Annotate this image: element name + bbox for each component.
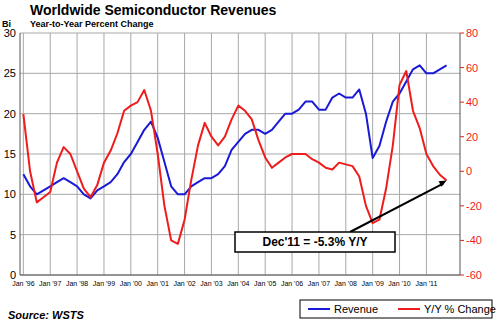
grid-line-x — [50, 33, 51, 275]
x-tick-label: Jan '06 — [281, 280, 303, 287]
y2-tick-label: -40 — [466, 234, 482, 246]
x-tick-label: Jan '04 — [227, 280, 249, 287]
y-tick-label: 25 — [4, 67, 16, 79]
x-tick-label: Jan '08 — [335, 280, 357, 287]
annotation-arrow — [350, 183, 444, 232]
y2-tick — [460, 240, 464, 241]
y2-tick — [460, 33, 464, 34]
grid-line — [20, 154, 460, 155]
y-tick-label: 15 — [4, 148, 16, 160]
grid-line — [20, 275, 460, 276]
subtitle: Year-to-Year Percent Change — [30, 19, 154, 29]
annotation: Dec'11 = -5.3% Y/Y — [262, 235, 367, 249]
legend-swatch — [308, 308, 330, 310]
x-tick-label: Jan '00 — [120, 280, 142, 287]
grid-line-x — [103, 33, 104, 275]
x-axis — [20, 275, 460, 276]
series-line — [23, 71, 446, 244]
grid-line-x — [23, 33, 24, 275]
y-tick-label: 5 — [10, 229, 16, 241]
legend-swatch — [398, 308, 420, 310]
y2-tick-label: -60 — [466, 269, 482, 281]
annotation-box — [235, 232, 395, 252]
grid-line — [20, 113, 460, 114]
chart-root: 051015202530Jan '96Jan '97Jan '98Jan '99… — [0, 0, 500, 327]
x-tick-label: Jan '98 — [66, 280, 88, 287]
x-tick-label: Jan '99 — [93, 280, 115, 287]
y2-tick-label: 0 — [466, 165, 472, 177]
series-line — [23, 65, 446, 198]
grid-line — [20, 73, 460, 74]
x-tick-label: Jan '09 — [361, 280, 383, 287]
title: Worldwide Semiconductor Revenues — [30, 2, 277, 18]
y2-tick-label: 20 — [466, 131, 478, 143]
plot-area — [23, 65, 446, 244]
y2-axis — [460, 33, 461, 275]
legend-label: Revenue — [334, 303, 378, 315]
x-tick-label: Jan '11 — [415, 280, 437, 287]
y2-tick-label: -20 — [466, 200, 482, 212]
y2-tick — [460, 67, 464, 68]
y-tick-label: 20 — [4, 108, 16, 120]
grid-line-x — [77, 33, 78, 275]
y2-tick-label: 40 — [466, 96, 478, 108]
x-tick-label: Jan '97 — [39, 280, 61, 287]
chart-svg: 051015202530Jan '96Jan '97Jan '98Jan '99… — [0, 0, 500, 327]
x-tick-label: Jan '01 — [147, 280, 169, 287]
grid-line-x — [399, 33, 400, 275]
x-tick-label: Jan '96 — [12, 280, 34, 287]
grid-line-x — [184, 33, 185, 275]
y2-tick-label: 60 — [466, 62, 478, 74]
x-tick-label: Jan '10 — [388, 280, 410, 287]
x-tick-label: Jan '05 — [254, 280, 276, 287]
y-label: Bi — [2, 19, 11, 29]
y2-tick — [460, 205, 464, 206]
y2-tick — [460, 136, 464, 137]
y2-tick — [460, 102, 464, 103]
y2-tick — [460, 171, 464, 172]
grid-line-x — [211, 33, 212, 275]
x-tick-label: Jan '07 — [308, 280, 330, 287]
arrow-head — [439, 180, 447, 186]
y-tick-label: 10 — [4, 188, 16, 200]
y2-tick — [460, 275, 464, 276]
grid-line — [20, 33, 460, 34]
x-tick-label: Jan '02 — [173, 280, 195, 287]
source: Source: WSTS — [8, 309, 84, 321]
legend-label: Y/Y % Change — [424, 303, 496, 315]
y-axis — [20, 33, 21, 275]
x-tick-label: Jan '03 — [200, 280, 222, 287]
y2-tick-label: 80 — [466, 27, 478, 39]
